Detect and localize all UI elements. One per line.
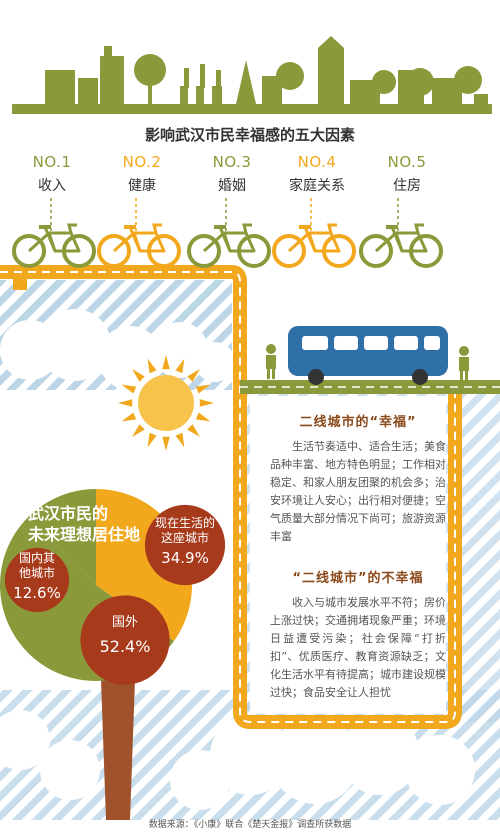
bicycle-2-icon [97,198,181,268]
pie-label-name-1: 现在生活的 [155,515,215,530]
text-panel-bg [250,396,446,714]
page-title: 影响武汉市民幸福感的五大因素 [144,126,355,144]
unhappy-title: “二线城市”的不幸福 [292,571,424,586]
factor-5-rank: NO.5 [387,153,427,171]
factor-5: NO.5 住房 [362,153,452,195]
factor-3: NO.3 婚姻 [187,153,277,195]
pie-label-name-2: 国外 [112,615,138,630]
data-source: 数据来源：《小康》联合《楚天金报》调查所获数据 [148,820,352,830]
pie-label-value-1: 34.9% [161,549,209,567]
factor-2-rank: NO.2 [122,153,162,171]
factor-1-name: 收入 [38,178,66,194]
factor-3-name: 婚姻 [218,178,246,194]
factor-4-name: 家庭关系 [289,178,345,194]
pie-label-value-3: 12.6% [13,584,61,602]
people-icons [266,344,469,380]
bicycle-1-icon [12,198,96,268]
bus-illustration [288,326,448,385]
factor-5-name: 住房 [393,178,421,194]
happy-section: 二线城市的“幸福” 生活节奏适中、适合生活；美食品种丰富、地方特色明显；工作相对… [270,414,446,546]
happy-text: 生活节奏适中、适合生活；美食品种丰富、地方特色明显；工作相对稳定、和家人朋友团聚… [270,440,446,543]
factor-1-rank: NO.1 [32,153,72,171]
factor-4-rank: NO.4 [297,153,337,171]
unhappy-section: “二线城市”的不幸福 收入与城市发展水平不符；房价上涨过快；交通拥堵现象严重；环… [270,570,446,702]
pie-title-line2: 未来理想居住地 [28,525,141,544]
unhappy-text: 收入与城市发展水平不符；房价上涨过快；交通拥堵现象严重；环境日益遭受污染；社会保… [270,596,446,699]
pie-slice-3 [27,489,96,585]
svg-text:他城市: 他城市 [19,565,55,580]
factor-2: NO.2 健康 [97,153,187,195]
pie-title: 武汉市民的 未来理想居住地 [28,503,140,545]
tree-trunk [100,652,136,820]
factor-3-rank: NO.3 [212,153,252,171]
factor-2-name: 健康 [128,178,156,194]
svg-text:这座城市: 这座城市 [161,530,209,545]
happy-title: 二线城市的“幸福” [299,415,417,430]
bicycle-3-icon [187,198,271,268]
factor-1: NO.1 收入 [7,153,97,195]
pie-label-value-2: 52.4% [100,637,151,656]
pie-label-name-3: 国内其 [19,551,55,565]
pie-bubble-2: 国外 52.4% [80,595,170,685]
factor-4: NO.4 家庭关系 [272,153,362,195]
pie-title-line1: 武汉市民的 [28,504,109,523]
bicycle-4-icon [272,198,356,268]
bicycle-5-icon [359,198,443,268]
sun-illustration [118,355,214,451]
city-skyline [12,36,492,114]
clouds [0,309,475,810]
